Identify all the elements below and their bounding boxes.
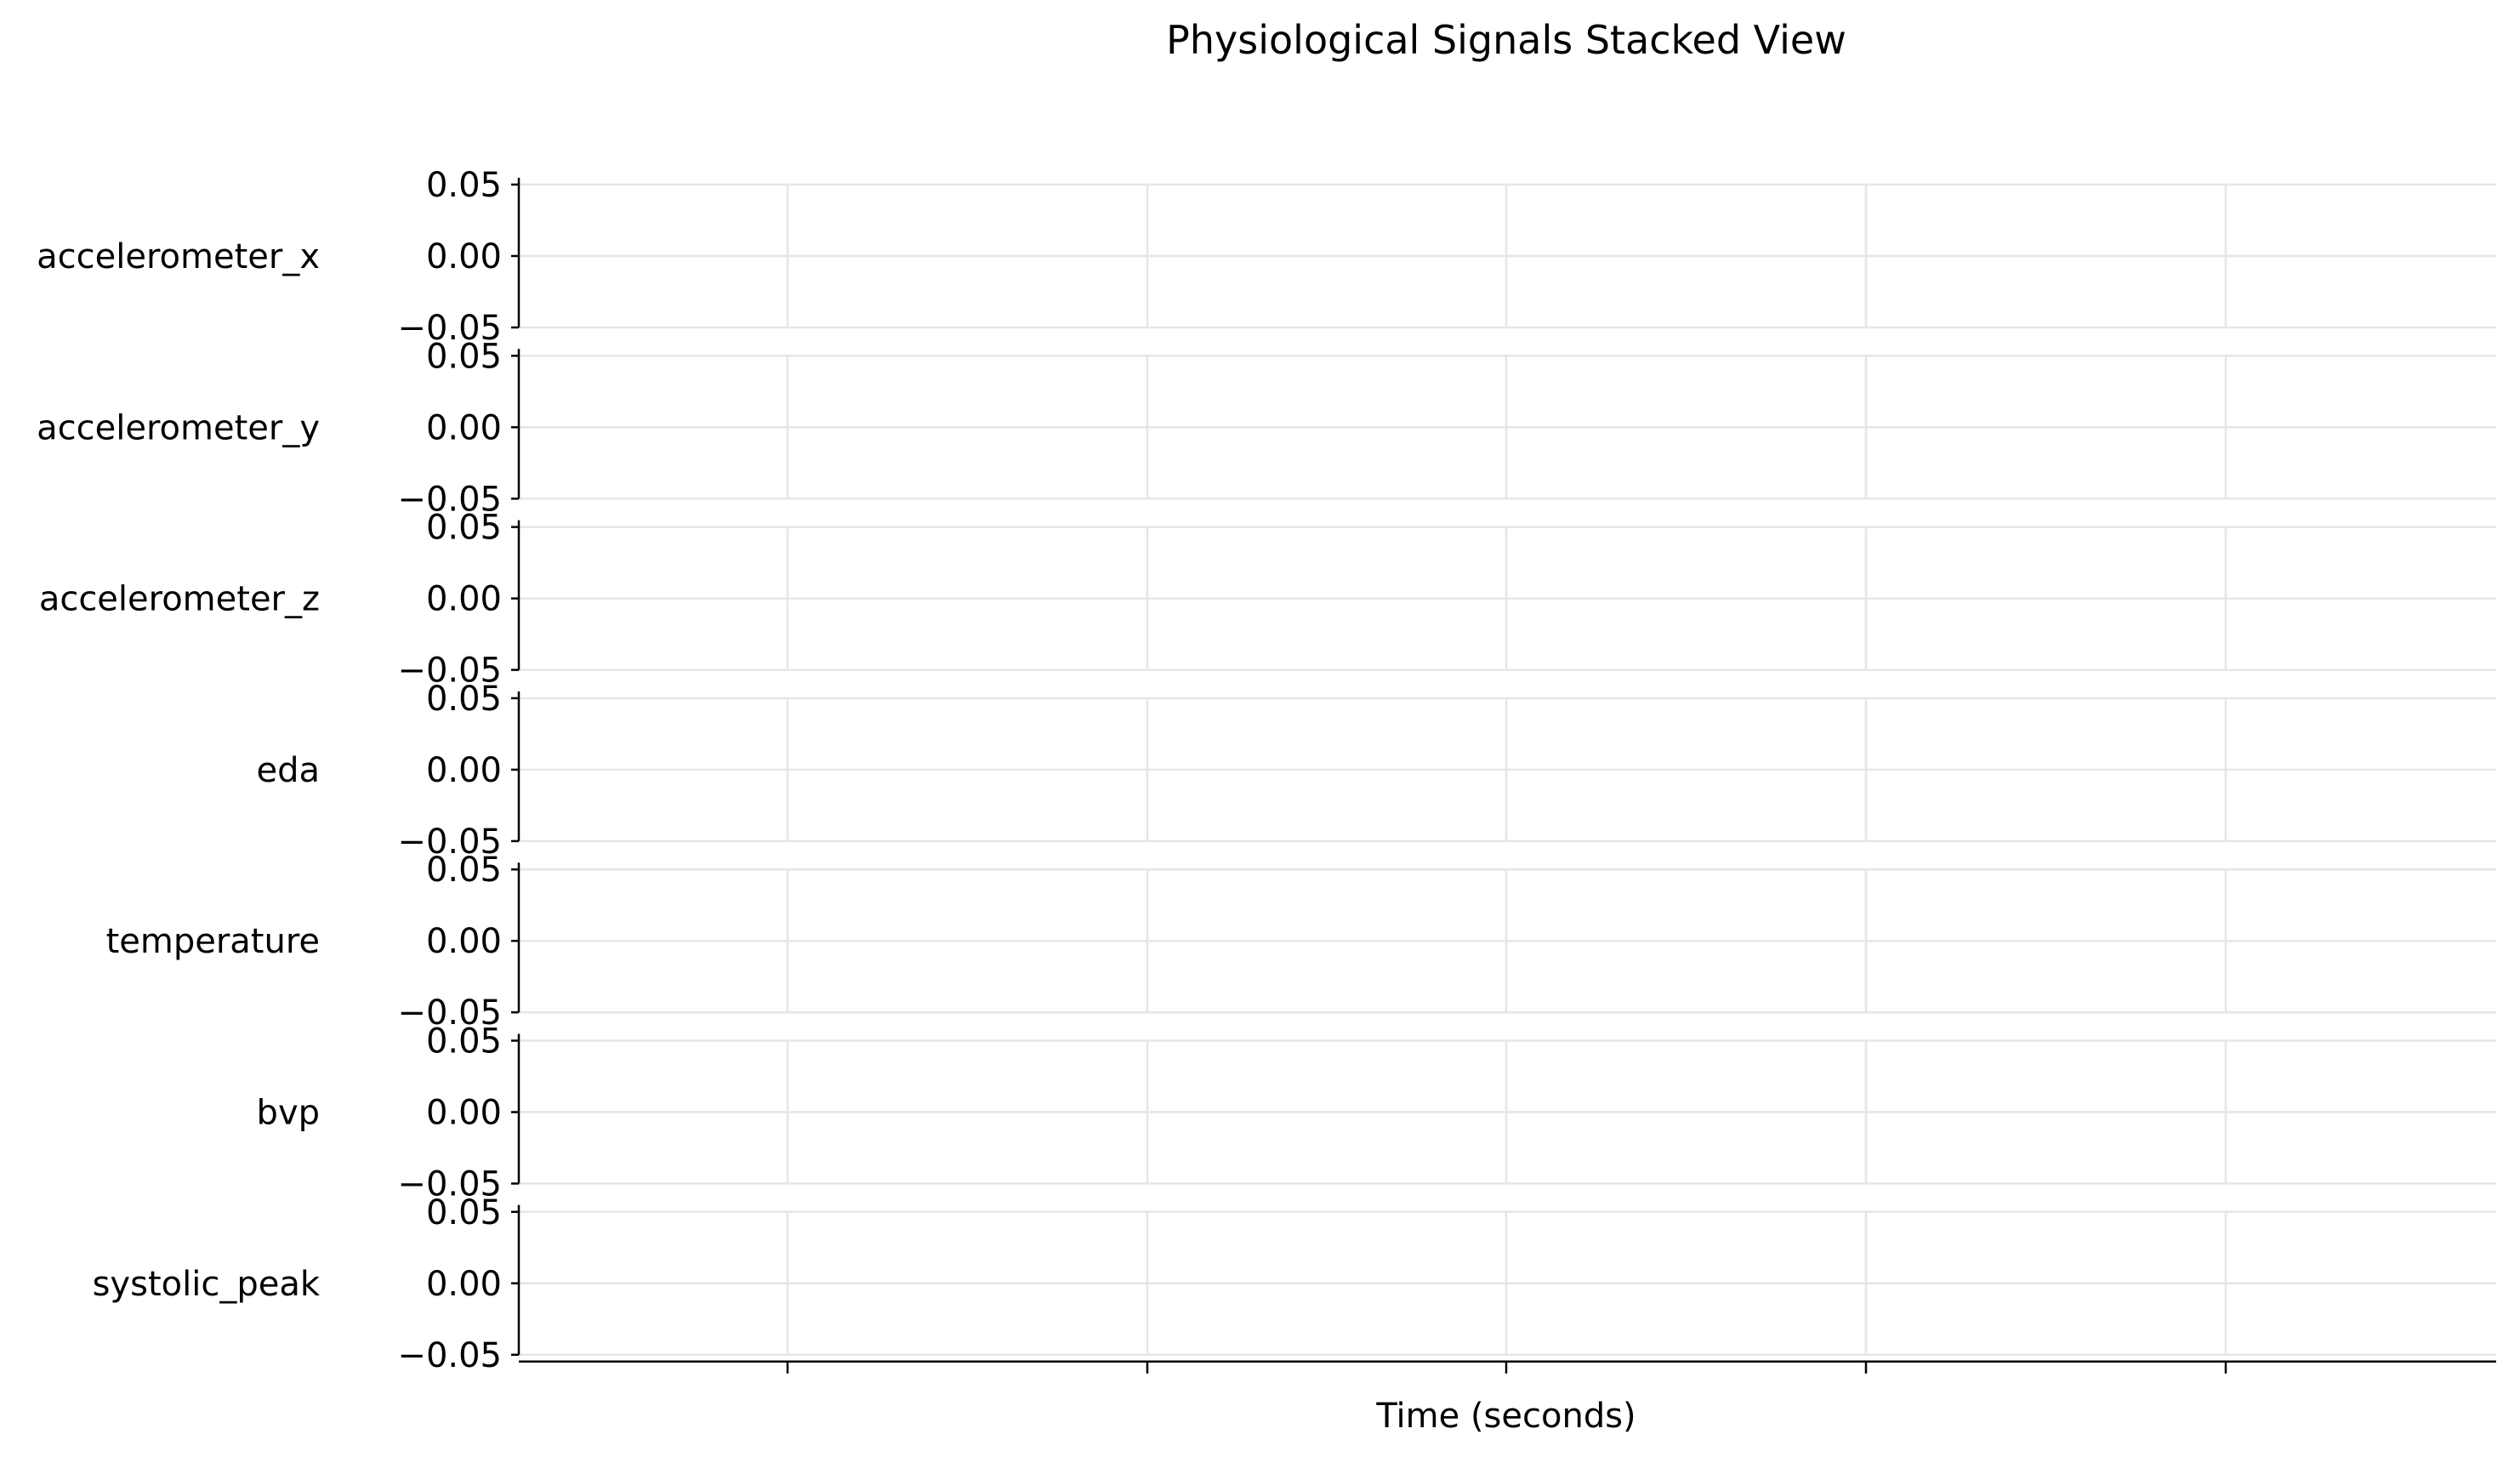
panel-eda: 0.05 0.00 −0.05 eda bbox=[256, 680, 2496, 862]
signal-label: bvp bbox=[257, 1094, 320, 1133]
signal-label: systolic_peak bbox=[93, 1265, 321, 1304]
y-tick-label: 0.05 bbox=[426, 680, 502, 719]
y-tick-label: 0.00 bbox=[426, 237, 502, 276]
y-tick-label: 0.05 bbox=[426, 337, 502, 376]
panel-temperature: 0.05 0.00 −0.05 temperature bbox=[106, 851, 2496, 1033]
y-tick-label: −0.05 bbox=[397, 652, 502, 691]
signal-panels: 0.05 0.00 −0.05 accelerometer_x 0.05 0.00 −0.0… bbox=[37, 166, 2496, 1375]
chart-title: Physiological Signals Stacked View bbox=[1166, 17, 1846, 63]
panel-accelerometer-x: 0.05 0.00 −0.05 accelerometer_x bbox=[37, 166, 2496, 348]
y-tick-label: −0.05 bbox=[397, 993, 502, 1033]
signal-label: eda bbox=[256, 751, 320, 790]
y-tick-label: 0.00 bbox=[426, 1265, 502, 1304]
y-tick-label: −0.05 bbox=[397, 822, 502, 862]
y-tick-label: −0.05 bbox=[397, 1165, 502, 1204]
y-tick-label: 0.05 bbox=[426, 851, 502, 890]
y-tick-label: 0.00 bbox=[426, 1094, 502, 1133]
signal-label: accelerometer_x bbox=[37, 237, 320, 276]
signal-label: accelerometer_z bbox=[39, 580, 320, 619]
y-tick-label: −0.05 bbox=[397, 309, 502, 348]
y-tick-label: 0.00 bbox=[426, 922, 502, 961]
y-tick-label: −0.05 bbox=[397, 1336, 502, 1375]
y-tick-label: 0.00 bbox=[426, 408, 502, 447]
signal-label: temperature bbox=[106, 922, 320, 961]
panel-systolic-peak: 0.05 0.00 −0.05 systolic_peak bbox=[93, 1193, 2496, 1375]
x-axis-label: Time (seconds) bbox=[1375, 1397, 1635, 1436]
y-tick-label: 0.05 bbox=[426, 1022, 502, 1061]
panel-bvp: 0.05 0.00 −0.05 bvp bbox=[257, 1022, 2496, 1204]
y-tick-label: 0.05 bbox=[426, 166, 502, 205]
y-tick-label: 0.00 bbox=[426, 580, 502, 619]
shared-x-axis bbox=[519, 1360, 2496, 1374]
y-tick-label: 0.05 bbox=[426, 509, 502, 548]
signal-label: accelerometer_y bbox=[37, 408, 320, 447]
panel-accelerometer-z: 0.05 0.00 −0.05 accelerometer_z bbox=[39, 509, 2496, 691]
panel-accelerometer-y: 0.05 0.00 −0.05 accelerometer_y bbox=[37, 337, 2496, 519]
y-tick-label: 0.05 bbox=[426, 1193, 502, 1232]
y-tick-label: −0.05 bbox=[397, 480, 502, 519]
y-tick-label: 0.00 bbox=[426, 751, 502, 790]
